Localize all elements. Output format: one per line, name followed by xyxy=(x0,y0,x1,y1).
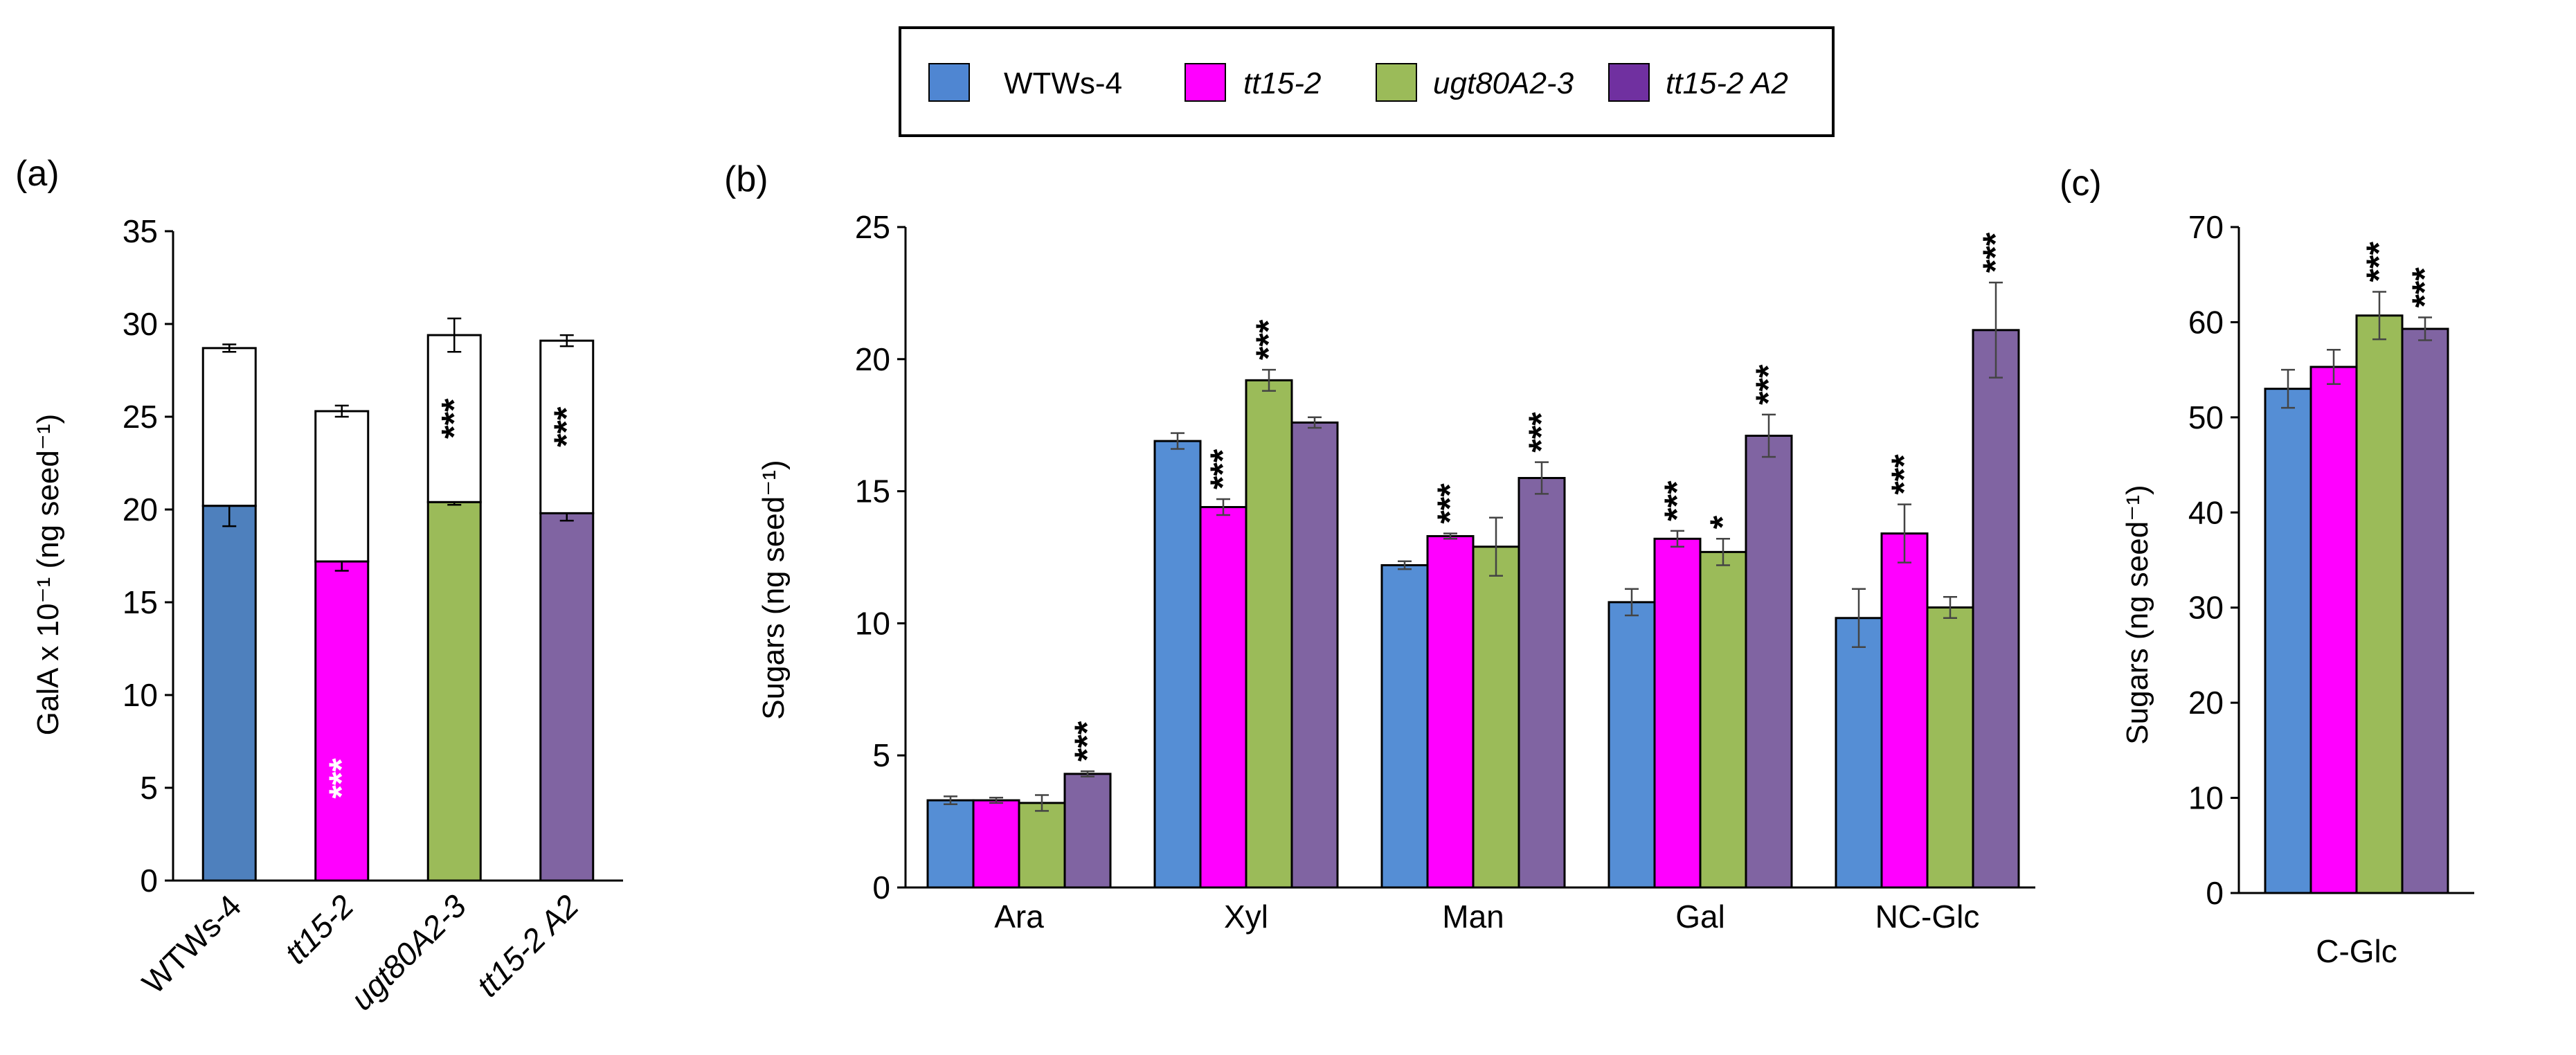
y-tick-label: 60 xyxy=(2188,304,2224,340)
y-axis-title-a: GalA x 10⁻¹ (ng seed⁻¹) xyxy=(31,414,65,736)
significance-marker: *** xyxy=(1884,454,1923,495)
x-tick-label: WTWs-4 xyxy=(135,887,248,1000)
bar xyxy=(1018,802,1066,889)
y-tick-label: 25 xyxy=(123,399,158,435)
y-tick-label: 5 xyxy=(872,737,890,773)
y-axis-title-c: Sugars (ng seed⁻¹) xyxy=(2120,485,2154,744)
bar xyxy=(539,512,595,882)
bar xyxy=(1153,440,1202,889)
legend-label-3: tt15-2 A2 xyxy=(1666,66,1788,100)
bar xyxy=(1199,505,1248,889)
bar xyxy=(2401,327,2449,894)
x-tick-label: Ara xyxy=(994,899,1044,935)
significance-marker: *** xyxy=(1068,721,1106,761)
bar xyxy=(972,799,1020,889)
panel-label-a: (a) xyxy=(15,154,60,194)
panel-label-b: (b) xyxy=(724,159,768,199)
legend: WTWs-4 tt15-2 ugt80A2-3 tt15-2 A2 xyxy=(899,26,1835,137)
significance-marker: *** xyxy=(1203,449,1242,489)
y-tick-label: 30 xyxy=(2188,590,2224,626)
significance-marker: *** xyxy=(1430,483,1469,524)
legend-box xyxy=(899,26,1835,137)
legend-swatch-1 xyxy=(1185,63,1226,102)
legend-swatch-0 xyxy=(928,63,970,102)
y-tick-label: 35 xyxy=(123,213,158,249)
significance-marker: *** xyxy=(1749,364,1787,405)
y-tick-label: 20 xyxy=(2188,685,2224,721)
bar xyxy=(201,505,257,882)
bar xyxy=(1745,434,1793,889)
y-tick-label: 15 xyxy=(855,474,890,510)
significance-marker: *** xyxy=(1249,319,1288,360)
significance-marker: *** xyxy=(1657,480,1696,521)
significance-marker: *** xyxy=(434,398,473,439)
x-tick-label: Gal xyxy=(1675,899,1725,935)
y-tick-label: 10 xyxy=(2188,780,2224,816)
bar xyxy=(1972,329,2020,889)
y-tick-label: 0 xyxy=(872,869,890,905)
legend-label-0: WTWs-4 xyxy=(1004,66,1122,100)
bar xyxy=(1245,379,1293,889)
significance-marker: *** xyxy=(1976,232,2015,273)
bar xyxy=(1699,550,1747,889)
x-tick-label: Man xyxy=(1442,899,1504,935)
legend-label-2: ugt80A2-3 xyxy=(1433,66,1574,100)
x-tick-label: NC-Glc xyxy=(1875,899,1980,935)
bar xyxy=(539,339,595,514)
bar xyxy=(1380,563,1429,889)
x-tick-label: C-Glc xyxy=(2316,933,2397,969)
y-tick-label: 5 xyxy=(140,770,158,806)
y-tick-label: 50 xyxy=(2188,399,2224,435)
y-tick-label: 20 xyxy=(123,492,158,528)
y-tick-label: 70 xyxy=(2188,209,2224,245)
bar xyxy=(314,410,370,563)
y-tick-label: 15 xyxy=(123,584,158,620)
y-tick-label: 10 xyxy=(855,605,890,641)
bar xyxy=(426,501,482,882)
x-tick-label: tt15-2 xyxy=(278,887,361,971)
x-tick-label: ugt80A2-3 xyxy=(343,887,473,1017)
chart-panel-a: 0 5 10 15 20 25 30 35 WTWs-4 *** tt15-2 *** ugt80A2-… xyxy=(123,213,623,1017)
bar xyxy=(2309,366,2358,894)
x-tick-label: tt15-2 A2 xyxy=(469,887,586,1004)
legend-swatch-2 xyxy=(1376,63,1417,102)
significance-marker: *** xyxy=(2405,267,2444,308)
legend-label-1: tt15-2 xyxy=(1243,66,1322,100)
bar xyxy=(1835,617,1883,889)
significance-marker: *** xyxy=(2359,242,2398,282)
bar xyxy=(926,799,975,889)
y-tick-label: 20 xyxy=(855,341,890,377)
y-tick-label: 40 xyxy=(2188,494,2224,530)
bar xyxy=(1607,601,1656,889)
bar xyxy=(1063,773,1112,889)
bar xyxy=(1880,532,1929,889)
bar xyxy=(1290,421,1339,889)
y-tick-label: 25 xyxy=(855,209,890,245)
bar xyxy=(201,347,257,507)
y-tick-label: 0 xyxy=(2206,875,2224,911)
y-tick-label: 10 xyxy=(123,677,158,713)
bar xyxy=(1653,537,1702,889)
legend-swatch-3 xyxy=(1608,63,1650,102)
x-tick-label: Xyl xyxy=(1224,899,1268,935)
y-axis-title-b: Sugars (ng seed⁻¹) xyxy=(757,460,791,719)
significance-marker: *** xyxy=(322,758,361,799)
significance-marker: *** xyxy=(1522,412,1560,453)
chart-panel-c: 0 10 20 30 40 50 60 70 ****** C-Glc xyxy=(2188,209,2474,969)
significance-marker: *** xyxy=(547,406,586,447)
bar xyxy=(1926,606,1974,889)
chart-panel-b: 0510152025***Ara******Xyl******Man******… xyxy=(855,209,2035,935)
bar xyxy=(426,334,482,503)
bar xyxy=(314,560,370,882)
bar xyxy=(2355,314,2404,894)
significance-marker: * xyxy=(1703,515,1742,529)
bar xyxy=(2264,388,2312,894)
y-tick-label: 0 xyxy=(140,863,158,899)
bar xyxy=(1517,477,1566,889)
bar xyxy=(1426,534,1475,889)
y-tick-label: 30 xyxy=(123,306,158,342)
bar xyxy=(1472,545,1520,889)
panel-label-c: (c) xyxy=(2060,163,2102,204)
